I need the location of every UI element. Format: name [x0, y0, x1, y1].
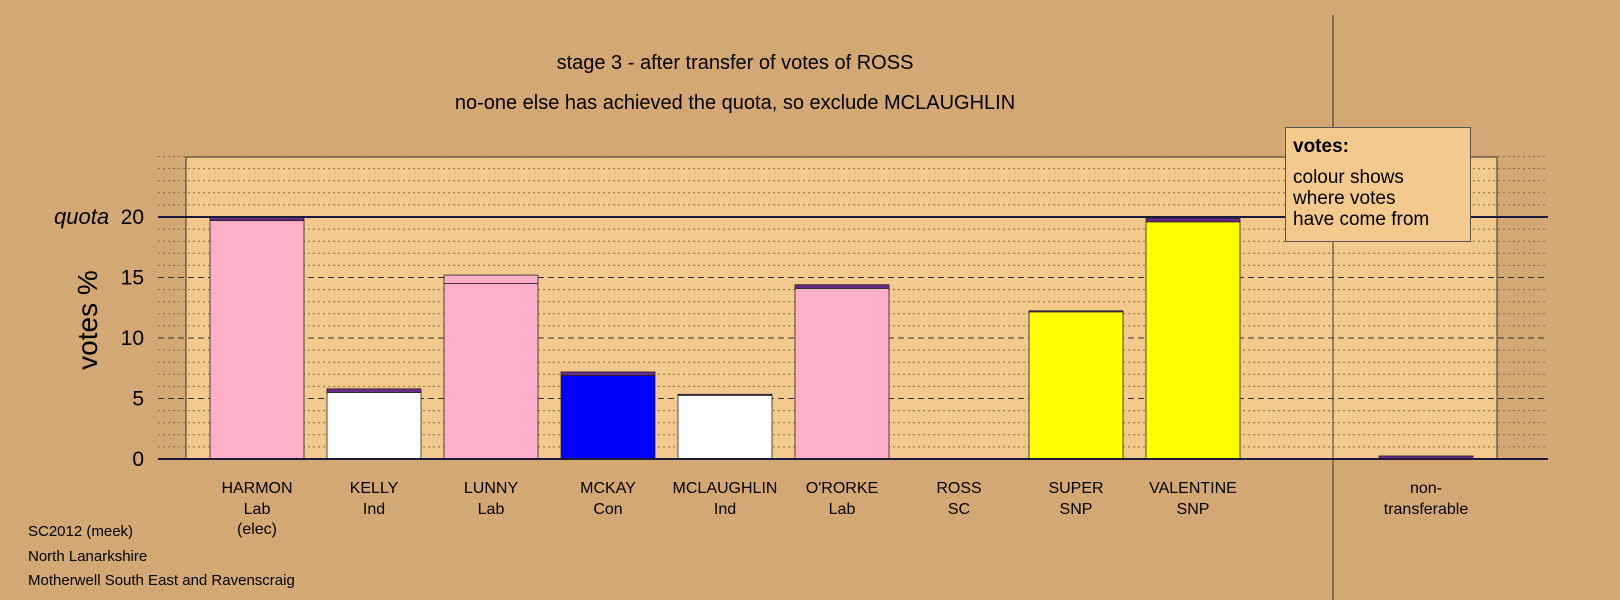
candidate-label-party: Lab [243, 500, 271, 518]
candidate-label: SUPER SNP [1016, 479, 1136, 520]
footer-council: North Lanarkshire [28, 548, 148, 565]
legend-line: colour shows [1293, 167, 1404, 188]
quota-label: quota [54, 204, 110, 229]
candidate-label-name: ROSS [936, 480, 982, 497]
candidate-label-name: VALENTINE [1149, 480, 1237, 497]
bar-segment [1145, 217, 1241, 223]
nontransferable-label: non-transferable [1366, 479, 1486, 520]
candidate-label: MCLAUGHLIN Ind [665, 479, 785, 520]
chart-title: stage 3 - after transfer of votes of ROS… [556, 52, 914, 74]
candidate-label-name: MCLAUGHLIN [672, 480, 778, 497]
candidate-label-name: O'RORKE [805, 480, 879, 497]
candidate-label-party: Con [593, 500, 623, 518]
candidate-label-name: MCKAY [580, 480, 636, 497]
footer-election: SC2012 (meek) [28, 523, 134, 540]
bar-segment [794, 287, 890, 460]
bar-segment [677, 393, 773, 396]
bar-segment [1028, 310, 1124, 313]
candidate-label-name: HARMON [221, 480, 293, 497]
candidate-label-name: SUPER [1048, 480, 1104, 497]
bar-segment [443, 283, 539, 460]
candidate-label: O'RORKE Lab [782, 479, 902, 520]
candidate-label-note: (elec) [236, 521, 277, 538]
legend: votes: colour shows where votes have com… [1285, 127, 1471, 242]
legend-title: votes: [1293, 136, 1349, 157]
candidate-label-party: SC [947, 500, 971, 518]
candidate-label: KELLY Ind [314, 479, 434, 520]
candidate-label: HARMON Lab (elec) [197, 479, 317, 541]
bar-segment [326, 388, 422, 393]
bar-segment [560, 371, 656, 376]
bar-segment [794, 284, 890, 289]
bar-segment [1145, 221, 1241, 460]
candidate-label: MCKAY Con [548, 479, 668, 520]
footer-ward: Motherwell South East and Ravenscraig [28, 572, 295, 589]
nontransferable-label-line: transferable [1383, 500, 1469, 518]
bar-segment [677, 394, 773, 460]
bar-segment [1028, 310, 1124, 460]
candidate-label-party: Lab [477, 500, 505, 518]
y-tick-label: 10 [121, 327, 144, 350]
candidate-label: ROSS SC [899, 479, 1019, 520]
bar-segment [326, 392, 422, 460]
candidate-label-party: SNP [1059, 500, 1093, 518]
candidate-label-party: Ind [362, 500, 386, 518]
y-tick-label: 0 [132, 448, 144, 471]
bar-segment [560, 375, 656, 460]
chart-subtitle: no-one else has achieved the quota, so e… [454, 92, 1016, 114]
y-tick-label: 20 [121, 206, 144, 229]
bar-segment [443, 274, 539, 284]
candidate-label-party: SNP [1176, 500, 1210, 518]
candidate-label: VALENTINE SNP [1133, 479, 1253, 520]
y-tick-label: 15 [121, 267, 144, 290]
y-axis-label: votes % [72, 270, 103, 370]
legend-line: have come from [1293, 209, 1430, 230]
legend-line: where votes [1293, 188, 1396, 209]
candidate-label-party: Ind [713, 500, 737, 518]
y-tick-label: 5 [132, 388, 144, 411]
candidate-label-name: KELLY [349, 480, 399, 497]
bar-segment [209, 220, 305, 460]
candidate-label: LUNNY Lab [431, 479, 551, 520]
candidate-label-name: LUNNY [463, 480, 519, 497]
nontransferable-label-line: non- [1409, 480, 1443, 497]
candidate-label-party: Lab [828, 500, 856, 518]
